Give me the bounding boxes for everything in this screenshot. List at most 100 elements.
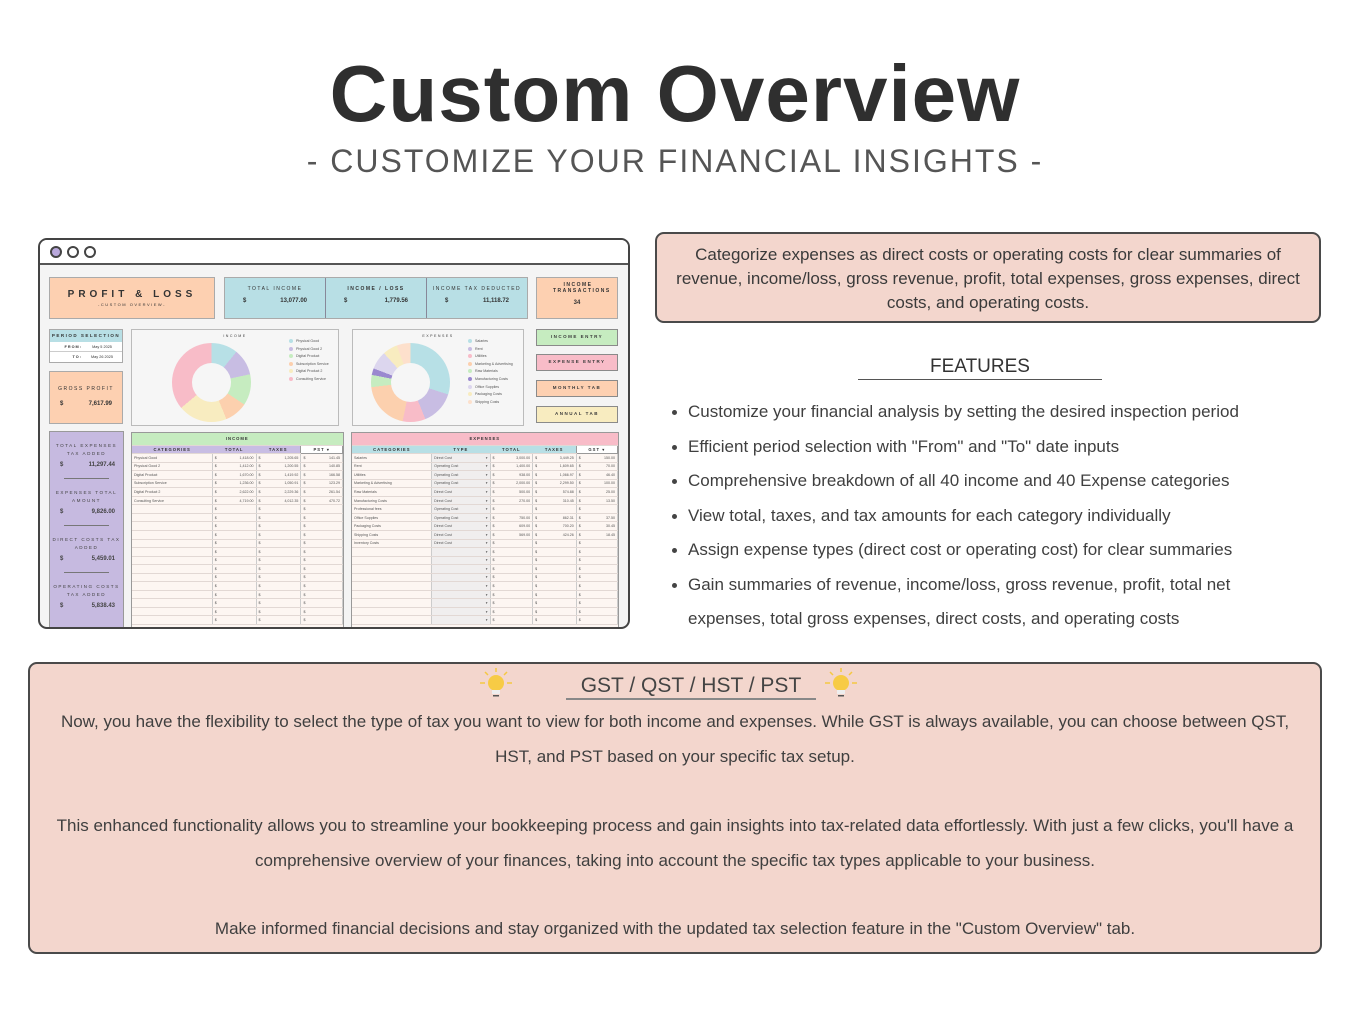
to-date-input[interactable]: May 26 2025 [91,355,113,359]
table-cell: $25.00 [576,487,619,497]
table-row: ▾ $ $ $ [352,581,619,591]
expense-type-select[interactable]: ▾ [431,590,491,600]
table-cell: $ [256,556,302,566]
legend-item: Physical Good [289,338,329,346]
legend-item: Shipping Costs [468,399,513,407]
income-entry-button[interactable]: INCOME ENTRY [536,329,618,346]
table-cell: $ [532,615,577,625]
table-cell: $ [490,607,534,617]
table-row: Shipping Costs Direct Cost ▾ $569.00 $424.26… [352,530,619,540]
table-cell: $ [576,590,619,600]
table-cell: Digital Product 2 [132,487,213,497]
legend-swatch [468,384,472,389]
table-cell: $123.29 [300,479,343,489]
table-cell: $ [576,581,619,591]
table-cell: $424.26 [532,530,577,540]
from-date-input[interactable]: May 5 2025 [92,345,112,349]
expense-type-select[interactable]: ▾ [431,607,491,617]
table-row: Utilities Operating Cost ▾ $938.00 $1,066.97… [352,470,619,480]
expense-type-select[interactable]: Direct Cost ▾ [431,530,491,540]
expense-type-select[interactable]: ▾ [431,615,491,625]
table-cell [132,598,213,608]
table-row: Digital Product $1,670.00 $1,419.92 $166.58 [132,470,343,480]
expense-type-select[interactable]: Operating Cost ▾ [431,513,491,523]
table-cell: $ [256,521,302,531]
expense-chart-title: EXPENSES [422,334,454,338]
monthly-tab-button[interactable]: MONTHLY TAB [536,380,618,397]
page-title: Custom Overview [329,49,1021,138]
expense-type-select[interactable]: Direct Cost ▾ [431,539,491,549]
table-row: $ $ $ [132,547,343,557]
table-cell [352,573,433,583]
table-cell: $ [490,581,534,591]
tax-type-select[interactable]: GST ▾ [575,444,619,455]
table-cell: Marketing & Advertising [352,479,433,489]
expense-type-select[interactable]: Operating Cost ▾ [431,479,491,489]
table-cell: Office Supplies [352,513,433,523]
legend-swatch [289,354,293,359]
table-row: $ $ $ [132,581,343,591]
table-row: $ $ $ [132,513,343,523]
table-cell: $609.00 [490,521,534,531]
intro-callout: Categorize expenses as direct costs or o… [655,232,1321,323]
tax-title: GST / QST / HST / PST [566,674,816,700]
table-title: INCOME [132,433,343,446]
table-cell: $ [532,581,577,591]
page-subtitle: - CUSTOMIZE YOUR FINANCIAL INSIGHTS - [306,143,1044,179]
table-cell: $ [212,530,257,540]
expense-type-select[interactable]: ▾ [431,556,491,566]
table-row: Raw Materials Direct Cost ▾ $500.00 $574.88 $… [352,487,619,497]
expense-type-select[interactable]: ▾ [431,598,491,608]
table-cell: $ [576,547,619,557]
table-cell: Consulting Service [132,496,213,506]
table-cell [132,547,213,557]
income-transactions: INCOME TRANSACTIONS 34 [536,277,618,319]
table-cell: $2,000.00 [490,479,534,489]
table-cell: $70.00 [576,462,619,472]
annual-tab-button[interactable]: ANNUAL TAB [536,406,618,423]
expense-type-select[interactable]: Operating Cost ▾ [431,504,491,514]
table-cell: $ [212,607,257,617]
legend-label: Manufacturing Costs [475,376,508,381]
column-header: TOTAL [212,445,257,455]
table-cell: $700.20 [532,521,577,531]
window-title-bar [40,240,628,265]
income-chart-title: INCOME [223,334,247,338]
table-cell: $ [300,598,343,608]
table-row: Packaging Costs Direct Cost ▾ $609.00 $700.2… [352,521,619,531]
expense-type-select[interactable]: ▾ [431,564,491,574]
expense-type-select[interactable]: Direct Cost ▾ [431,453,491,463]
table-cell: $18.45 [576,530,619,540]
table-title: EXPENSES [352,433,618,446]
table-row: Physical Good $1,418.00 $1,205.65 $141.45 [132,453,343,463]
table-row: Office Supplies Operating Cost ▾ $750.00 $86… [352,513,619,523]
legend-item: Packaging Costs [468,391,513,399]
table-cell: $3,000.00 [490,453,534,463]
expense-type-select[interactable]: Operating Cost ▾ [431,462,491,472]
expense-type-select[interactable]: ▾ [431,547,491,557]
legend-swatch [289,339,293,344]
legend-swatch [468,399,472,404]
table-row: $ $ $ [132,504,343,514]
expense-type-select[interactable]: ▾ [431,573,491,583]
expense-type-select[interactable]: ▾ [431,581,491,591]
table-cell: $ [300,573,343,583]
tax-type-select[interactable]: PST ▾ [300,444,343,455]
table-cell: $3,449.25 [532,453,577,463]
table-cell: $ [532,607,577,617]
expense-type-select[interactable]: Direct Cost ▾ [431,496,491,506]
table-cell: $ [256,590,302,600]
table-cell: Inventory Costs [352,539,433,549]
expense-type-select[interactable]: Direct Cost ▾ [431,521,491,531]
table-cell: $ [532,573,577,583]
legend-item: Subscription Service [289,361,329,369]
expense-type-select[interactable]: Operating Cost ▾ [431,470,491,480]
table-cell: Raw Materials [352,487,433,497]
expense-entry-button[interactable]: EXPENSE ENTRY [536,354,618,371]
feature-item: Gain summaries of revenue, income/loss, … [672,568,1292,637]
feature-item: Comprehensive breakdown of all 40 income… [672,464,1332,499]
expense-type-select[interactable]: Direct Cost ▾ [431,487,491,497]
legend-item: Digital Product 2 [289,368,329,376]
legend-label: Raw Materials [475,369,498,374]
table-cell: Utilities [352,470,433,480]
